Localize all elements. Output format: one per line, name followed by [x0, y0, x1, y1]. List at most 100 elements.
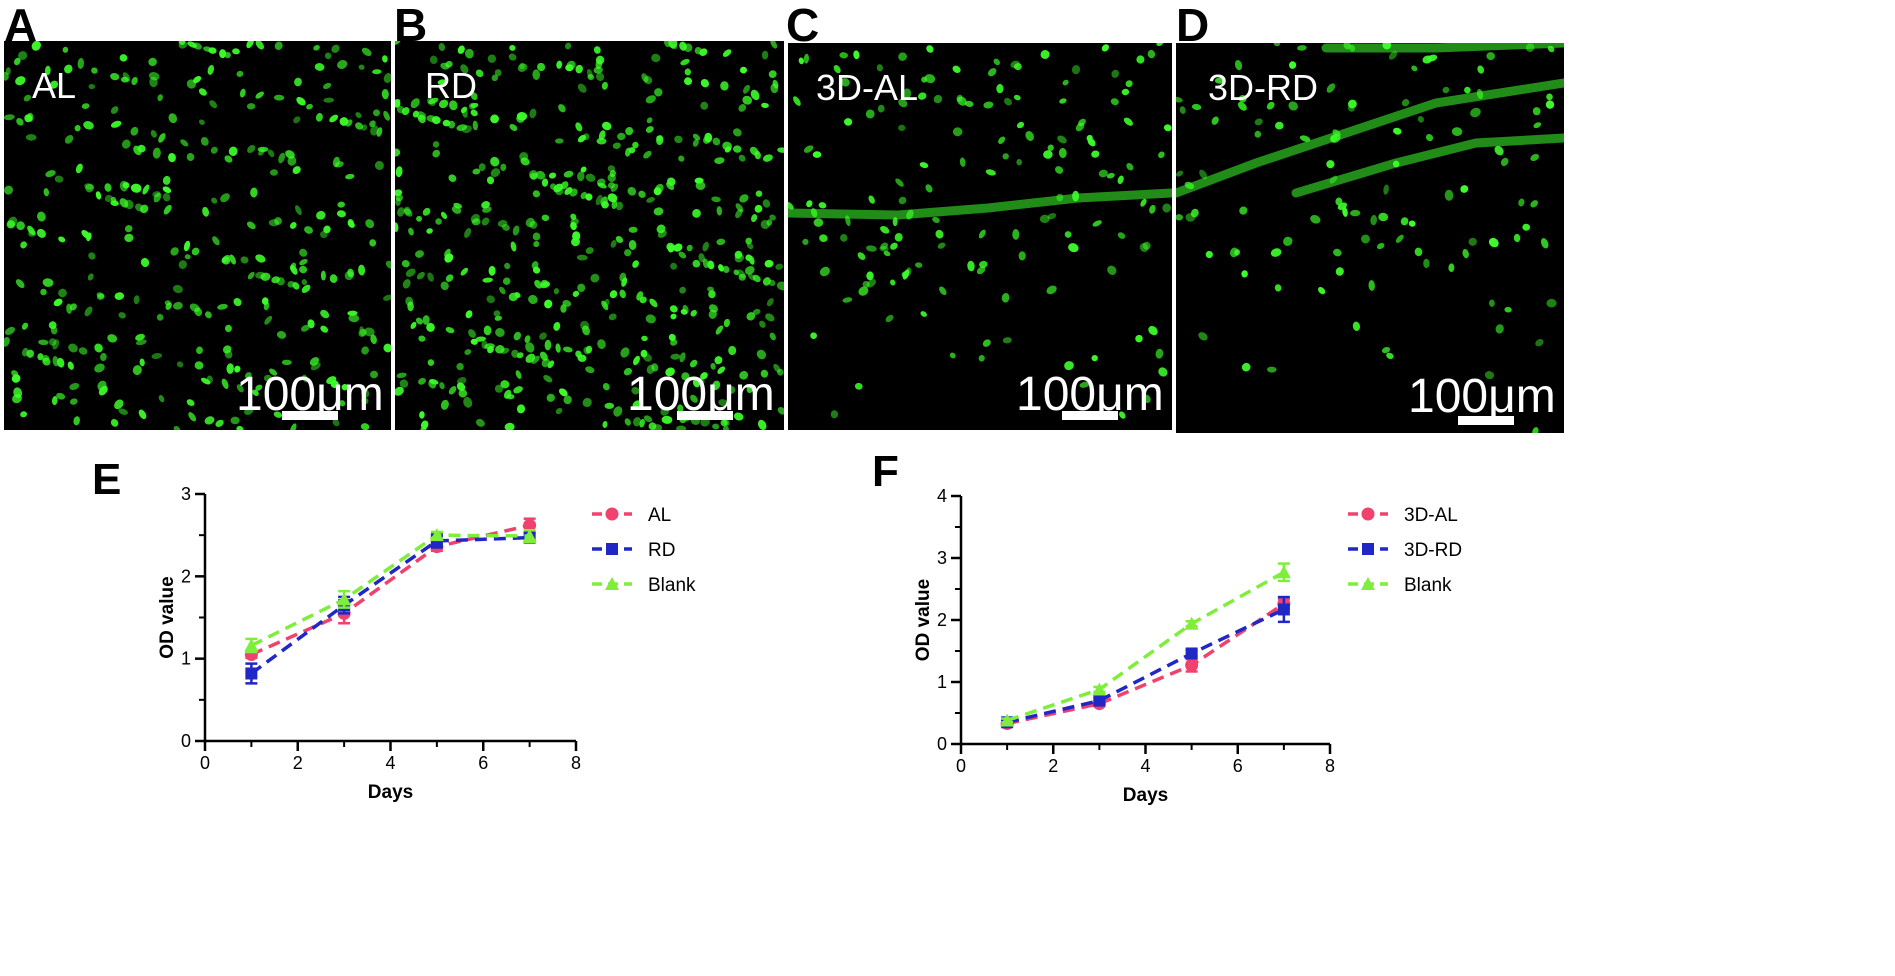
cell-nucleus [895, 178, 904, 187]
cell-nucleus [332, 419, 340, 427]
cell-nucleus [680, 58, 690, 66]
cell-nucleus [514, 292, 521, 298]
cell-nucleus [396, 372, 407, 379]
cell-nucleus [37, 353, 44, 361]
cell-nucleus [329, 114, 339, 123]
cell-nucleus [1184, 181, 1195, 190]
cell-nucleus [727, 385, 736, 394]
cell-nucleus [1078, 118, 1086, 127]
cell-nucleus [686, 244, 693, 252]
cell-nucleus [219, 49, 227, 59]
cell-nucleus [1335, 267, 1344, 276]
cell-nucleus [627, 186, 637, 196]
cell-nucleus [739, 194, 749, 203]
cell-nucleus [335, 161, 344, 168]
cell-nucleus [1376, 242, 1385, 250]
micrograph-al: AL 100μm [4, 41, 391, 430]
cell-nucleus [924, 74, 936, 84]
cell-nucleus [602, 421, 608, 428]
cell-nucleus [544, 299, 553, 309]
cell-nucleus [563, 170, 574, 178]
cell-nucleus [610, 240, 617, 248]
cell-nucleus [840, 78, 850, 87]
cell-nucleus [402, 279, 411, 289]
cell-nucleus [541, 358, 551, 368]
cell-nucleus [198, 88, 207, 96]
cell-nucleus [148, 57, 157, 67]
scale-text-3d-rd: 100μm [1408, 370, 1556, 423]
cell-nucleus [720, 81, 729, 91]
cell-nucleus [244, 406, 254, 416]
cell-nucleus [130, 183, 142, 193]
cell-nucleus [746, 385, 754, 394]
cell-nucleus [733, 412, 744, 421]
cell-nucleus [840, 234, 848, 242]
cell-nucleus [595, 194, 603, 206]
cell-nucleus [429, 55, 438, 64]
cell-nucleus [124, 233, 134, 243]
cell-nucleus [470, 338, 478, 345]
cell-nucleus [426, 228, 433, 234]
cell-nucleus [18, 51, 28, 60]
cell-nucleus [762, 154, 773, 162]
legend-label-blank: Blank [648, 575, 696, 596]
cell-nucleus [1002, 153, 1009, 160]
cell-nucleus [679, 286, 686, 294]
cell-nucleus [464, 349, 472, 356]
cell-nucleus [813, 218, 824, 227]
x-tick-label: 8 [1325, 756, 1335, 776]
cell-nucleus [866, 245, 877, 252]
cell-nucleus [707, 286, 714, 292]
cell-nucleus [1488, 237, 1499, 248]
cell-nucleus [1274, 284, 1282, 292]
cell-nucleus [397, 207, 405, 217]
cell-nucleus [757, 419, 767, 430]
cell-nucleus [210, 146, 218, 154]
cell-nucleus [313, 45, 320, 51]
cell-nucleus [775, 263, 784, 270]
cell-nucleus [707, 260, 715, 270]
cell-nucleus [679, 41, 687, 51]
cell-nucleus [723, 318, 730, 328]
cell-nucleus [802, 238, 809, 245]
cell-nucleus [761, 102, 769, 109]
scale-bar-al [282, 411, 338, 420]
legend-marker-al [605, 507, 619, 521]
cell-nucleus [754, 150, 761, 160]
cell-nucleus [596, 72, 605, 81]
cell-nucleus [601, 81, 608, 90]
cell-nucleus [432, 141, 440, 148]
cell-nucleus [793, 96, 801, 106]
cell-nucleus [1392, 160, 1400, 168]
cell-nucleus [956, 94, 963, 102]
cell-nucleus [432, 149, 441, 158]
x-tick-label: 6 [478, 753, 488, 773]
cell-nucleus [383, 110, 390, 121]
cell-nucleus [665, 367, 675, 377]
data-point-blank [1092, 682, 1107, 696]
cell-nucleus [1001, 293, 1010, 303]
y-tick-label: 0 [181, 731, 191, 751]
cell-nucleus [440, 211, 448, 219]
cell-nucleus [607, 165, 616, 172]
cell-nucleus [1092, 220, 1102, 227]
cell-nucleus [619, 289, 626, 299]
cell-nucleus [69, 382, 80, 391]
cell-nucleus [320, 325, 329, 333]
cell-nucleus [361, 397, 369, 405]
cell-nucleus [488, 265, 496, 276]
y-axis-label: OD value [913, 579, 934, 661]
cell-nucleus [191, 247, 200, 256]
cell-nucleus [500, 380, 510, 389]
micrograph-label-al: AL [32, 65, 77, 106]
cell-nucleus [252, 389, 259, 396]
cell-nucleus [1411, 65, 1418, 72]
cell-nucleus [998, 136, 1006, 145]
cell-nucleus [1504, 306, 1512, 313]
fiber-strand [788, 188, 1172, 220]
cell-nucleus [43, 188, 50, 197]
cell-nucleus [456, 124, 468, 131]
cell-nucleus [186, 399, 195, 406]
cell-nucleus [38, 339, 49, 346]
cell-nucleus [1239, 206, 1248, 215]
